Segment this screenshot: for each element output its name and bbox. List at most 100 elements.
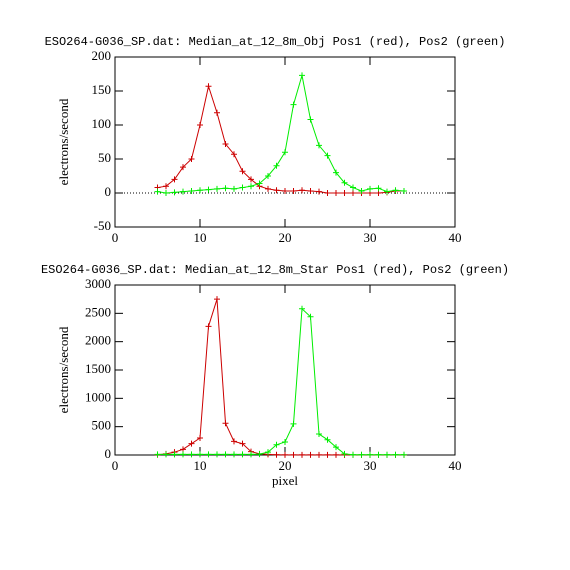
data-marker: [197, 435, 203, 441]
data-marker: [290, 101, 297, 108]
y-axis-label: electrons/second: [56, 98, 71, 185]
y-tick-label: 0: [105, 446, 112, 461]
y-tick-label: 50: [98, 150, 111, 165]
chart-title: ESO264-G036_SP.dat: Median_at_12_8m_Star…: [41, 263, 509, 277]
y-tick-label: 500: [92, 418, 112, 433]
data-marker: [205, 323, 212, 330]
series-line: [157, 75, 405, 194]
data-marker: [171, 451, 178, 458]
x-tick-label: 20: [279, 458, 292, 473]
data-marker: [384, 451, 390, 458]
data-marker: [375, 185, 382, 192]
y-tick-label: 150: [92, 82, 112, 97]
data-marker: [324, 152, 331, 159]
data-marker: [256, 451, 263, 458]
data-marker: [188, 187, 195, 194]
data-marker: [163, 190, 169, 196]
series-line: [157, 307, 404, 456]
data-marker: [367, 451, 373, 458]
data-marker: [180, 446, 186, 453]
data-marker: [282, 187, 288, 194]
x-tick-label: 10: [194, 458, 207, 473]
data-marker: [214, 296, 220, 303]
data-marker: [299, 451, 305, 458]
data-marker: [248, 183, 254, 190]
data-marker: [248, 176, 254, 183]
data-marker: [316, 142, 322, 149]
x-tick-label: 40: [449, 230, 462, 245]
data-marker: [265, 173, 271, 179]
series-line: [157, 84, 404, 194]
y-tick-label: 1000: [85, 389, 111, 404]
data-marker: [205, 186, 212, 193]
data-marker: [299, 187, 305, 194]
data-marker: [231, 151, 237, 158]
data-marker: [231, 185, 237, 192]
data-marker: [239, 184, 246, 191]
x-axis-label: pixel: [272, 473, 298, 488]
data-marker: [239, 440, 246, 447]
y-tick-label: 2000: [85, 333, 111, 348]
data-marker: [205, 451, 212, 458]
x-tick-label: 0: [112, 458, 119, 473]
data-marker: [265, 449, 271, 456]
data-marker: [316, 451, 322, 458]
data-marker: [265, 185, 271, 192]
data-marker: [316, 188, 322, 195]
data-marker: [350, 190, 356, 196]
data-marker: [333, 451, 339, 458]
y-axis-label: electrons/second: [56, 326, 71, 413]
data-marker: [214, 185, 220, 192]
data-marker: [205, 83, 212, 90]
data-marker: [231, 451, 237, 458]
data-marker: [222, 451, 229, 458]
data-marker: [273, 441, 280, 448]
data-marker: [180, 164, 186, 171]
data-marker: [154, 188, 161, 195]
data-marker: [239, 168, 246, 175]
data-marker: [333, 190, 339, 196]
data-marker: [384, 188, 390, 195]
data-marker: [307, 451, 314, 458]
data-marker: [375, 451, 382, 458]
data-marker: [154, 451, 161, 458]
data-marker: [307, 187, 314, 194]
data-marker: [163, 451, 169, 458]
chart-title: ESO264-G036_SP.dat: Median_at_12_8m_Obj …: [45, 35, 506, 49]
data-marker: [392, 187, 399, 194]
data-marker: [350, 184, 356, 191]
data-marker: [290, 451, 297, 458]
data-marker: [282, 438, 288, 445]
data-marker: [239, 451, 246, 458]
x-tick-label: 40: [449, 458, 462, 473]
data-marker: [316, 431, 322, 438]
x-tick-label: 10: [194, 230, 207, 245]
x-tick-label: 20: [279, 230, 292, 245]
data-marker: [273, 162, 280, 169]
data-marker: [180, 188, 186, 195]
y-tick-label: 100: [92, 116, 112, 131]
data-marker: [307, 313, 314, 320]
data-marker: [350, 451, 356, 458]
data-marker: [307, 116, 314, 123]
plot-frame: [114, 284, 456, 456]
y-tick-label: 2500: [85, 304, 111, 319]
plot-frame: [114, 56, 456, 228]
data-marker: [231, 438, 237, 445]
data-marker: [188, 156, 195, 162]
data-marker: [171, 189, 178, 196]
y-tick-label: -50: [94, 218, 111, 233]
data-marker: [222, 420, 229, 427]
data-marker: [290, 187, 297, 194]
y-tick-label: 1500: [85, 361, 111, 376]
x-tick-label: 30: [364, 458, 377, 473]
data-marker: [401, 187, 407, 194]
y-tick-label: 0: [105, 184, 112, 199]
data-marker: [163, 183, 169, 190]
data-marker: [282, 451, 288, 458]
data-marker: [282, 149, 288, 156]
data-marker: [333, 169, 339, 176]
data-marker: [222, 141, 229, 148]
y-tick-label: 3000: [85, 276, 111, 291]
data-marker: [341, 450, 348, 457]
